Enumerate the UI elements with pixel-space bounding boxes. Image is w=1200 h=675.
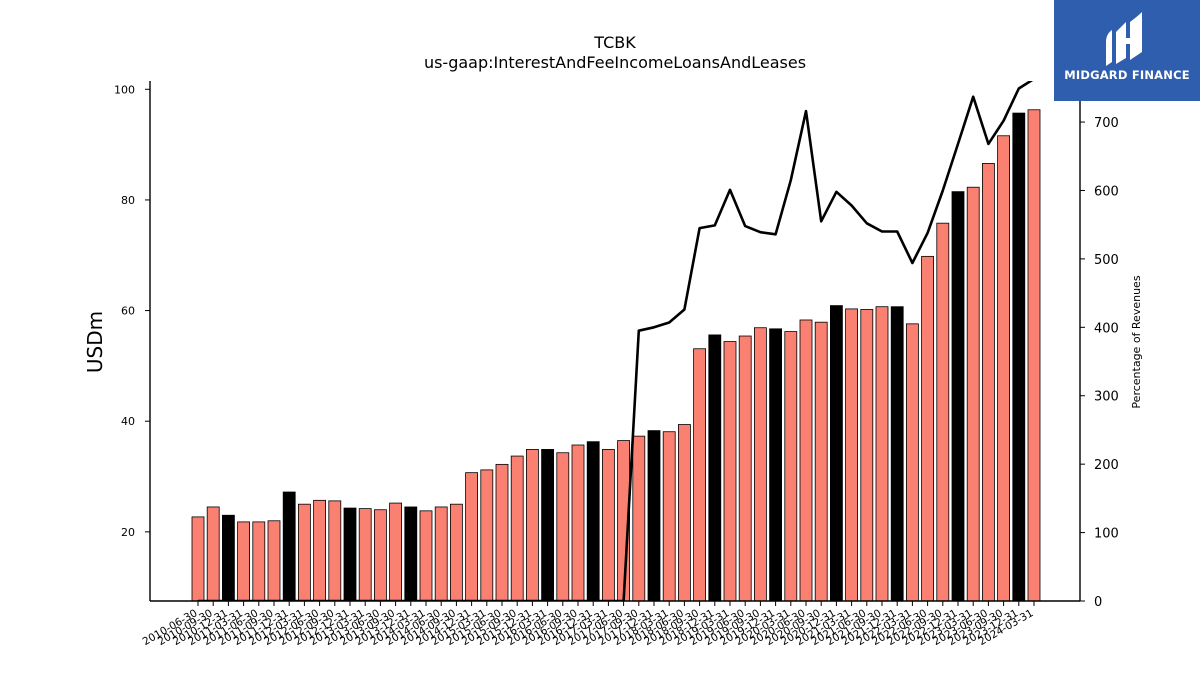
bar bbox=[541, 449, 554, 602]
y-tick-label-left: 40 bbox=[121, 415, 135, 428]
bar bbox=[769, 328, 782, 602]
bar bbox=[449, 503, 463, 602]
bar bbox=[966, 186, 980, 602]
bar bbox=[191, 516, 205, 602]
line-group bbox=[198, 81, 1034, 601]
bar bbox=[419, 510, 433, 602]
y-tick-label-left: 60 bbox=[121, 305, 135, 318]
bar bbox=[510, 455, 524, 602]
bar bbox=[997, 135, 1010, 602]
bar bbox=[1027, 109, 1041, 602]
y-tick-label-right: 100 bbox=[1094, 527, 1119, 542]
y-axis-label-left: USDm bbox=[83, 311, 107, 373]
bars-group bbox=[191, 109, 1041, 602]
bar bbox=[738, 335, 752, 602]
bar bbox=[830, 305, 843, 602]
bar bbox=[921, 255, 934, 602]
y-tick-label-right: 600 bbox=[1094, 184, 1119, 199]
logo-text: MIDGARD FINANCE bbox=[1064, 68, 1190, 82]
bar bbox=[571, 444, 585, 602]
bar bbox=[951, 191, 965, 602]
y-tick-label-right: 700 bbox=[1094, 116, 1119, 131]
bar bbox=[632, 435, 646, 602]
bar bbox=[906, 323, 919, 602]
bar bbox=[252, 521, 266, 602]
bar bbox=[526, 449, 539, 602]
y-tick-label-right: 300 bbox=[1094, 390, 1119, 405]
bar bbox=[708, 334, 722, 602]
bar bbox=[373, 509, 387, 602]
bar bbox=[678, 424, 691, 602]
bar bbox=[465, 472, 479, 602]
bar bbox=[343, 507, 357, 602]
bar bbox=[480, 469, 494, 602]
bar bbox=[723, 341, 737, 602]
bar bbox=[602, 449, 615, 602]
bar bbox=[221, 514, 235, 602]
bar bbox=[404, 506, 418, 602]
bar bbox=[297, 503, 311, 602]
series-line bbox=[198, 81, 1034, 601]
y-tick-label-right: 400 bbox=[1094, 321, 1119, 336]
y-tick-label-left: 20 bbox=[121, 526, 135, 539]
bar bbox=[586, 441, 600, 602]
bar bbox=[784, 331, 798, 602]
bar bbox=[1012, 112, 1026, 602]
bar bbox=[982, 163, 995, 602]
bar bbox=[282, 491, 296, 602]
y-axis-label-right: Percentage of Revenues bbox=[1130, 275, 1143, 408]
bar bbox=[890, 306, 904, 602]
bar bbox=[237, 521, 251, 602]
bar bbox=[754, 327, 767, 602]
chart-title: TCBK bbox=[593, 33, 636, 52]
y-tick-label-right: 200 bbox=[1094, 458, 1119, 473]
bar bbox=[845, 308, 858, 602]
bar bbox=[434, 506, 448, 602]
bar bbox=[647, 430, 661, 602]
bar bbox=[389, 502, 403, 602]
y-tick-label-left: 100 bbox=[114, 83, 135, 96]
bar bbox=[814, 321, 828, 602]
bar bbox=[799, 319, 813, 602]
chart-subtitle: us-gaap:InterestAndFeeIncomeLoansAndLeas… bbox=[424, 53, 806, 72]
bar bbox=[206, 506, 220, 602]
bar bbox=[860, 309, 874, 602]
bar bbox=[328, 500, 342, 602]
midgard-logo-icon bbox=[1106, 12, 1142, 66]
y-tick-label-right: 500 bbox=[1094, 253, 1119, 268]
bar bbox=[267, 520, 281, 602]
bar bbox=[875, 306, 889, 602]
bar bbox=[662, 431, 676, 602]
midgard-finance-logo: MIDGARD FINANCE bbox=[1054, 0, 1200, 101]
y-tick-label-left: 80 bbox=[121, 194, 135, 207]
bar bbox=[313, 499, 327, 602]
y-tick-label-right: 0 bbox=[1094, 595, 1102, 610]
bar bbox=[693, 348, 706, 602]
bar bbox=[556, 452, 570, 602]
bar bbox=[936, 222, 950, 602]
bar bbox=[495, 463, 509, 602]
bar bbox=[358, 508, 372, 602]
axes-group: 2040608010001002003004005006007002010-06… bbox=[114, 81, 1119, 648]
